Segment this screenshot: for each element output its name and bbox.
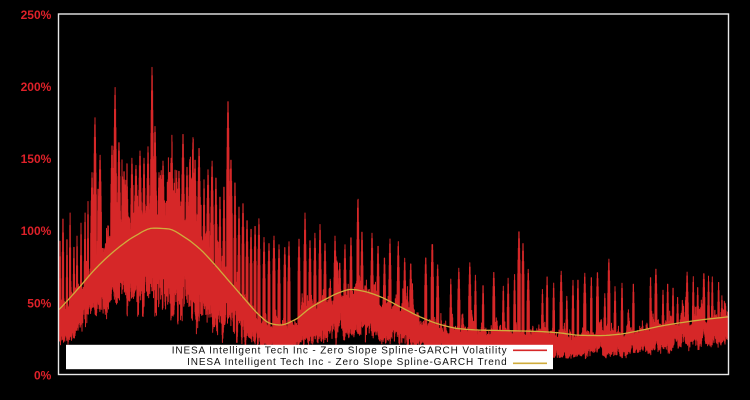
svg-text:100%: 100% (21, 224, 52, 238)
svg-text:250%: 250% (21, 8, 52, 22)
svg-text:150%: 150% (21, 152, 52, 166)
svg-text:200%: 200% (21, 80, 52, 94)
svg-text:INESA Intelligent Tech Inc - Z: INESA Intelligent Tech Inc - Zero Slope … (187, 357, 507, 368)
svg-text:50%: 50% (27, 296, 51, 310)
svg-text:INESA Intelligent Tech Inc - Z: INESA Intelligent Tech Inc - Zero Slope … (172, 346, 508, 357)
svg-text:0%: 0% (34, 368, 52, 382)
